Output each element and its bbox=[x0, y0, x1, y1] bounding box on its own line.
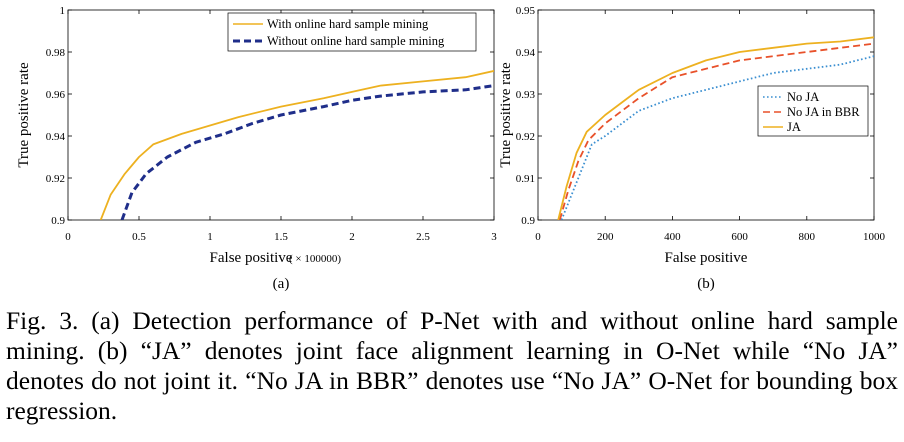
x-tick-label: 1 bbox=[207, 231, 213, 243]
x-tick-label: 0 bbox=[65, 231, 71, 243]
x-axis-label: False positive bbox=[210, 250, 293, 266]
series-line-1 bbox=[558, 42, 874, 220]
x-tick-label: 0 bbox=[535, 231, 541, 243]
x-tick-label: 1000 bbox=[863, 231, 886, 243]
y-axis-label: True positive rate bbox=[498, 62, 514, 168]
x-tick-label: 400 bbox=[664, 231, 681, 243]
x-tick-label: 2.5 bbox=[416, 231, 430, 243]
y-tick-label: 0.94 bbox=[516, 47, 536, 59]
figure-caption: Fig. 3. (a) Detection performance of P-N… bbox=[6, 306, 898, 425]
panel-label: (b) bbox=[697, 276, 715, 292]
y-tick-label: 0.96 bbox=[46, 89, 66, 101]
series-line-2 bbox=[557, 36, 874, 220]
x-tick-label: 600 bbox=[731, 231, 748, 243]
legend-entry: No JA bbox=[787, 90, 819, 104]
series-line-0 bbox=[560, 55, 874, 220]
x-tick-label: 0.5 bbox=[132, 231, 146, 243]
y-tick-label: 0.92 bbox=[46, 173, 65, 185]
series-line-0 bbox=[99, 70, 494, 220]
x-tick-label: 1.5 bbox=[274, 231, 288, 243]
y-tick-label: 0.98 bbox=[46, 47, 66, 59]
legend-entry: No JA in BBR bbox=[787, 105, 860, 119]
legend-entry: JA bbox=[787, 120, 801, 134]
chart-panel-a: 0 0.5 1 1.5 2 2.5 3 0.9 0.92 0.94 0.96 0.98 1 False p… bbox=[16, 5, 497, 292]
y-tick-label: 0.9 bbox=[51, 215, 65, 227]
y-tick-label: 0.93 bbox=[516, 89, 536, 101]
plot-frame bbox=[537, 9, 875, 221]
chart-panel-b: 0 200 400 600 800 1000 0.9 0.91 0.92 0.93 0.94 0.95… bbox=[498, 5, 886, 292]
legend-entry: With online hard sample mining bbox=[267, 17, 429, 31]
x-tick-label: 200 bbox=[597, 231, 614, 243]
x-axis-label: False positive bbox=[665, 250, 748, 266]
y-tick-label: 0.9 bbox=[521, 215, 535, 227]
y-tick-label: 0.94 bbox=[46, 131, 66, 143]
legend-entry: Without online hard sample mining bbox=[267, 34, 445, 48]
y-tick-label: 0.92 bbox=[516, 131, 535, 143]
y-tick-label: 0.91 bbox=[516, 173, 535, 185]
legend-box bbox=[227, 12, 477, 52]
x-tick-label: 3 bbox=[491, 231, 497, 243]
x-axis-unit-label: ( × 100000) bbox=[289, 253, 341, 265]
y-tick-label: 0.95 bbox=[516, 5, 536, 17]
series-line-1 bbox=[120, 84, 494, 220]
legend: With online hard sample mining Without on… bbox=[227, 12, 477, 52]
y-axis-label: True positive rate bbox=[16, 62, 32, 168]
panel-label: (a) bbox=[273, 276, 290, 292]
x-tick-label: 2 bbox=[349, 231, 355, 243]
x-tick-label: 800 bbox=[799, 231, 816, 243]
y-tick-label: 1 bbox=[60, 5, 66, 17]
figure: 0 0.5 1 1.5 2 2.5 3 0.9 0.92 0.94 0.96 0.98 1 False p… bbox=[16, 5, 886, 292]
